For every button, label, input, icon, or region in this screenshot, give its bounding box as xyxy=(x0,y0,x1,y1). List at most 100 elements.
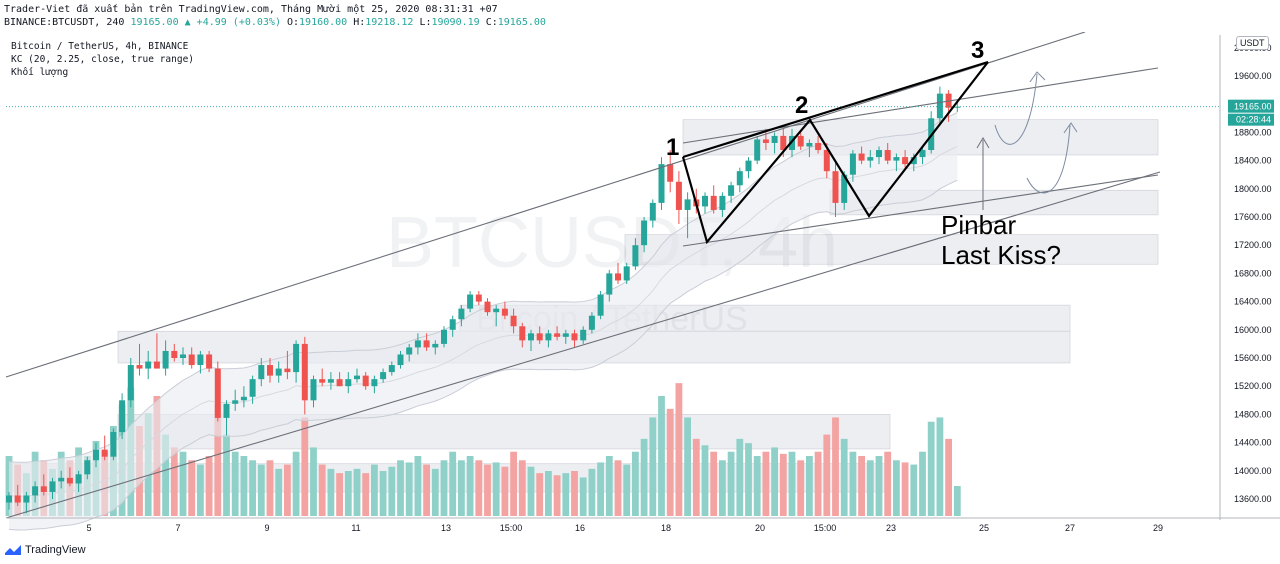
candle-body xyxy=(719,195,726,210)
candle-body xyxy=(841,174,848,203)
footer-brand[interactable]: TradingView xyxy=(5,544,86,556)
x-tick-label: 16 xyxy=(575,523,585,533)
candle-body xyxy=(736,171,743,186)
currency-unit-button[interactable]: USDT xyxy=(1236,36,1269,50)
x-tick-label: 20 xyxy=(755,523,765,533)
wedge-pattern xyxy=(681,60,1078,245)
volume-bar xyxy=(440,460,448,516)
close-value: 19165.00 xyxy=(497,17,546,28)
y-tick-label: 17200.00 xyxy=(1234,240,1272,250)
candle-body xyxy=(66,477,73,484)
candle-body xyxy=(206,354,213,369)
price-tag-box xyxy=(1228,99,1274,113)
volume-bar xyxy=(762,451,770,516)
x-tick-label: 29 xyxy=(1153,523,1163,533)
volume-bar xyxy=(588,468,596,516)
volume-bar xyxy=(188,460,196,516)
volume-bar xyxy=(405,462,413,516)
candle-body xyxy=(336,379,343,387)
volume-bar xyxy=(431,468,439,516)
candle-body xyxy=(519,326,526,341)
annotation-labels: 1 2 3 Pinbar Last Kiss? xyxy=(666,37,1061,270)
volume-bar xyxy=(753,456,761,516)
volume-bar xyxy=(788,451,796,516)
volume-bar xyxy=(562,473,570,516)
wave-zigzag xyxy=(681,61,989,245)
volume-bar xyxy=(858,456,865,516)
volume-bar xyxy=(231,451,239,516)
keltner-upper xyxy=(8,112,958,463)
candle-body xyxy=(171,350,178,358)
candle-body xyxy=(936,93,943,119)
volume-bar xyxy=(779,453,787,516)
volume-bar xyxy=(571,471,578,516)
trendline-2 xyxy=(682,67,1159,144)
candle-body xyxy=(93,449,99,461)
x-tick-label: 9 xyxy=(264,523,269,533)
candle-body xyxy=(32,486,39,496)
keltner-basis xyxy=(8,145,958,497)
candle-body xyxy=(597,294,604,316)
indicator-legend: KC (20, 2.25, close, true range) xyxy=(11,54,195,65)
volume-bar xyxy=(640,438,648,516)
candle-body xyxy=(780,135,787,151)
volume-bar xyxy=(240,456,248,516)
volume-bar xyxy=(649,417,657,516)
volume-bar xyxy=(249,460,256,516)
y-tick-label: 19600.00 xyxy=(1234,71,1272,81)
y-tick-label: 18400.00 xyxy=(1234,156,1272,166)
volume-bar xyxy=(614,460,622,516)
volume-bar xyxy=(423,464,430,516)
candle-body xyxy=(902,157,909,165)
candle-body xyxy=(380,372,387,380)
candle-body xyxy=(754,139,761,161)
candle-body xyxy=(797,135,804,147)
volume-bar xyxy=(266,460,274,516)
candle-body xyxy=(745,160,752,172)
volume-bar xyxy=(814,451,822,516)
volume-bar xyxy=(275,468,283,516)
volume-bar xyxy=(866,460,874,516)
candle-body xyxy=(127,365,134,401)
y-tick-label: 14400.00 xyxy=(1234,438,1272,448)
trendline-1 xyxy=(5,171,1161,519)
volume-bar xyxy=(553,475,561,516)
volume-bar xyxy=(623,464,631,516)
candle-body xyxy=(528,333,534,341)
candle-body xyxy=(162,350,169,369)
volume-bar xyxy=(797,460,805,516)
candle-body xyxy=(423,340,430,348)
volume-bar xyxy=(257,464,265,516)
volume-bar xyxy=(292,451,300,516)
candle-body xyxy=(284,368,291,373)
open-label: O: xyxy=(280,17,300,28)
publish-info: Trader-Viet đã xuất bản trên TradingView… xyxy=(4,4,498,15)
candle-body xyxy=(823,150,830,172)
volume-bar xyxy=(953,486,961,516)
countdown-value: 02:28:44 xyxy=(1236,115,1271,125)
price-chart[interactable]: BTCUSDT, 4h Bitcoin / TetherUS 13600.001… xyxy=(0,32,1280,542)
candle-body xyxy=(214,368,221,418)
candle-body xyxy=(675,181,682,210)
x-tick-label: 25 xyxy=(979,523,989,533)
candle-body xyxy=(180,354,186,358)
volume-bar xyxy=(893,460,900,516)
trendline-3 xyxy=(682,174,1159,247)
volume-bar xyxy=(736,438,744,516)
close-label: C: xyxy=(479,17,498,28)
pinbar-note: Pinbar xyxy=(941,210,1016,240)
candle-body xyxy=(240,396,247,401)
volume-bar xyxy=(362,473,370,516)
candle-body xyxy=(40,486,47,492)
candle-body xyxy=(84,460,91,475)
candle-body xyxy=(702,195,708,207)
volume-bar xyxy=(449,451,457,516)
candle-body xyxy=(301,343,308,401)
volume-bar xyxy=(806,456,813,516)
candle-body xyxy=(545,333,552,341)
volume-bar xyxy=(675,383,683,516)
candle-body xyxy=(362,375,369,387)
axes: 13600.00 14000.00 14400.00 14800.00 15200.00… xyxy=(6,35,1280,533)
y-tick-label: 15200.00 xyxy=(1234,381,1272,391)
candle-body xyxy=(232,400,239,404)
